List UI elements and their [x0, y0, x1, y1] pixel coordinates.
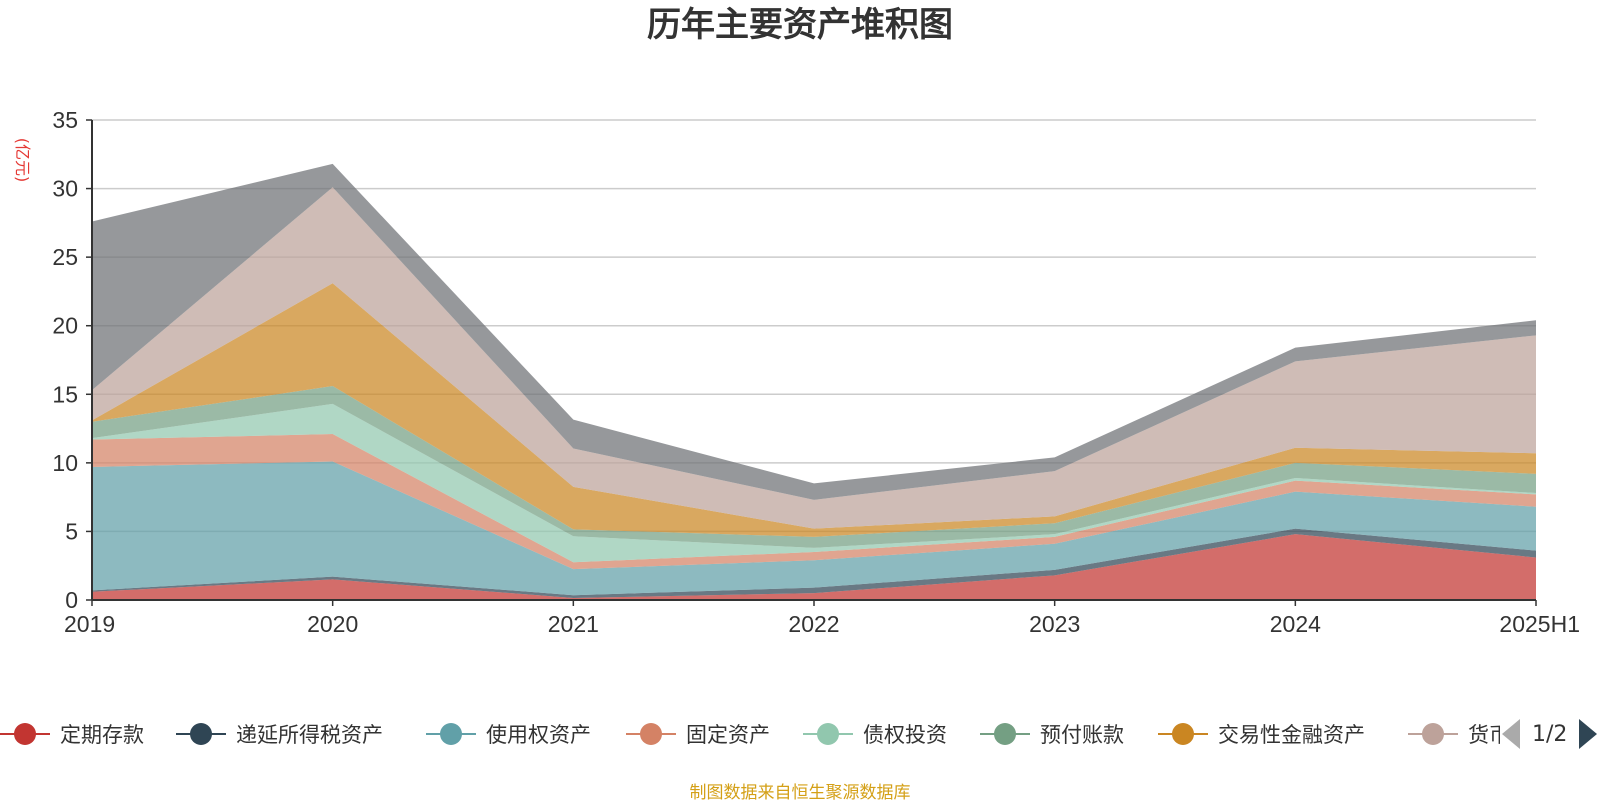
area-series[interactable]: [92, 403, 1536, 563]
legend-label: 递延所得税资产: [236, 723, 383, 747]
legend: 定期存款 递延所得税资产 使用权资产 固定资产 债权投资 预付账款 交易性金融资产 货币资金: [0, 712, 1500, 756]
x-tick-label: 2021: [548, 611, 599, 637]
legend-marker-icon: [0, 722, 50, 746]
legend-label: 使用权资产: [486, 723, 591, 747]
legend-marker-icon: [980, 722, 1030, 746]
legend-item[interactable]: 债权投资: [803, 712, 947, 756]
legend-marker-icon: [803, 722, 853, 746]
x-tick-label: 2020: [307, 611, 358, 637]
area-series[interactable]: [92, 461, 1536, 596]
chart-title: 历年主要资产堆积图: [647, 5, 953, 45]
legend-item[interactable]: 递延所得税资产: [176, 712, 383, 756]
legend-marker-icon: [1408, 722, 1458, 746]
stacked-area-chart: 0 5 10 15 20 25 30 35 2019 2020 2021 2022 2023 2024 20…: [52, 107, 1580, 637]
data-source-note: 制图数据来自恒生聚源数据库: [689, 783, 911, 803]
legend-label: 预付账款: [1040, 723, 1124, 747]
legend-label: 债权投资: [863, 723, 947, 747]
pager-next-icon[interactable]: [1579, 719, 1598, 749]
y-tick-label: 30: [52, 176, 78, 202]
y-tick-label: 15: [52, 381, 78, 407]
area-series[interactable]: [92, 386, 1536, 548]
area-series[interactable]: [92, 187, 1536, 529]
legend-marker-icon: [176, 722, 226, 746]
y-tick-label: 25: [52, 244, 78, 270]
y-tick-label: 35: [52, 107, 78, 133]
legend-item[interactable]: 定期存款: [0, 712, 144, 756]
area-series[interactable]: [92, 534, 1536, 600]
x-tick-label: 2023: [1029, 611, 1080, 637]
area-series[interactable]: [92, 434, 1536, 570]
pager-page-indicator: 1/2: [1532, 721, 1568, 747]
axes: 0 5 10 15 20 25 30 35 2019 2020 2021 2022 2023 2024 20…: [52, 107, 1580, 637]
legend-pager: 1/2: [1500, 712, 1600, 756]
legend-item[interactable]: 交易性金融资产: [1158, 712, 1365, 756]
x-tick-label: 2025H1: [1499, 611, 1580, 637]
legend-marker-icon: [426, 722, 476, 746]
legend-marker-icon: [1158, 722, 1208, 746]
x-tick-label: 2019: [64, 611, 115, 637]
y-tick-label: 20: [52, 313, 78, 339]
legend-item[interactable]: 固定资产: [626, 712, 770, 756]
legend-item[interactable]: 货币资金: [1408, 712, 1500, 756]
area-series[interactable]: [92, 283, 1536, 537]
pager-prev-icon[interactable]: [1502, 719, 1520, 749]
x-tick-label: 2022: [788, 611, 839, 637]
legend-label: 交易性金融资产: [1218, 723, 1365, 747]
legend-label: 货币资金: [1468, 723, 1500, 747]
y-tick-label: 10: [52, 450, 78, 476]
legend-item[interactable]: 使用权资产: [426, 712, 591, 756]
area-series[interactable]: [92, 163, 1536, 500]
area-series-group: [92, 163, 1536, 600]
y-tick-label: 5: [65, 518, 78, 544]
legend-label: 固定资产: [686, 723, 770, 747]
y-tick-label: 0: [65, 587, 78, 613]
x-tick-label: 2024: [1270, 611, 1321, 637]
legend-marker-icon: [626, 722, 676, 746]
legend-item[interactable]: 预付账款: [980, 712, 1124, 756]
legend-label: 定期存款: [60, 723, 144, 747]
